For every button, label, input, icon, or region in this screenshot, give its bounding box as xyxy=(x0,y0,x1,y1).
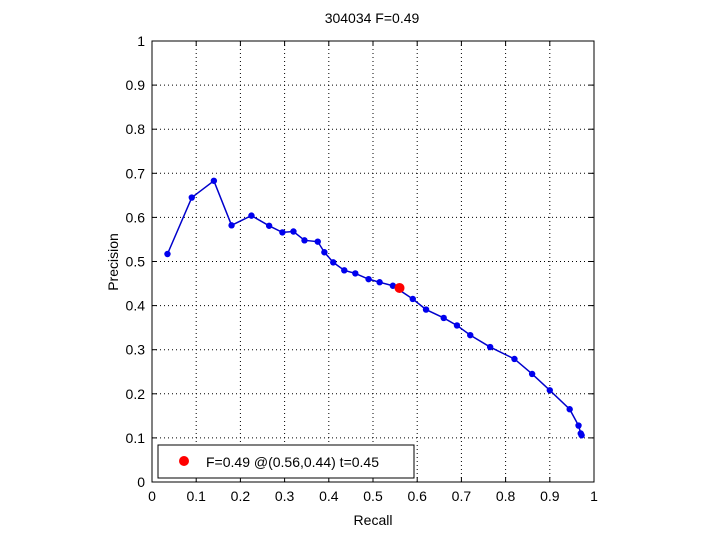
data-point xyxy=(365,275,372,283)
data-point xyxy=(290,228,297,235)
y-tick-label: 0 xyxy=(137,474,145,490)
x-tick-label: 0.8 xyxy=(496,488,516,504)
y-axis-label: Precision xyxy=(105,233,121,291)
y-tick-label: 0.6 xyxy=(126,209,146,225)
legend-label: F=0.49 @(0.56,0.44) t=0.45 xyxy=(206,454,379,470)
data-point xyxy=(440,314,447,322)
x-tick-labels: 0 0.1 0.2 0.3 0.4 0.5 0.6 0.7 0.8 0.9 1 xyxy=(148,488,598,504)
y-tick-label: 0.8 xyxy=(126,121,146,137)
best-f-point xyxy=(394,282,405,293)
data-point xyxy=(409,295,416,303)
x-tick-label: 0.1 xyxy=(186,488,206,504)
data-point xyxy=(422,306,430,313)
x-tick-label: 0.3 xyxy=(275,488,295,504)
data-point xyxy=(164,250,171,258)
x-tick-label: 0.5 xyxy=(363,488,383,504)
plot-area: 0 0.1 0.2 0.3 0.4 0.5 0.6 0.7 0.8 0.9 1 0 0.1 0.2 0.3… xyxy=(126,33,599,504)
data-point xyxy=(352,270,359,277)
grid xyxy=(152,41,594,482)
data-point xyxy=(265,222,273,229)
data-point xyxy=(389,282,397,289)
y-tick-label: 0.7 xyxy=(126,165,146,181)
y-tick-label: 0.2 xyxy=(126,386,146,402)
data-point xyxy=(341,267,348,274)
y-tick-labels: 0 0.1 0.2 0.3 0.4 0.5 0.6 0.7 0.8 0.9 1 xyxy=(126,33,146,490)
data-point xyxy=(301,237,308,244)
data-point xyxy=(330,259,337,266)
data-point xyxy=(467,331,474,339)
data-point xyxy=(279,229,286,236)
data-point xyxy=(228,222,235,229)
data-point xyxy=(248,212,255,219)
data-point xyxy=(188,194,195,201)
data-point xyxy=(376,279,383,286)
data-point xyxy=(578,432,585,439)
x-axis-label: Recall xyxy=(354,512,393,528)
x-tick-label: 0.4 xyxy=(319,488,339,504)
x-tick-label: 0.7 xyxy=(452,488,472,504)
best-point-layer xyxy=(394,282,405,293)
x-tick-label: 0.9 xyxy=(540,488,560,504)
y-tick-label: 0.5 xyxy=(126,254,146,270)
x-tick-label: 0.2 xyxy=(231,488,251,504)
y-tick-label: 0.4 xyxy=(126,298,146,314)
legend-box xyxy=(157,444,415,479)
data-point xyxy=(314,238,321,245)
data-point xyxy=(546,387,553,394)
data-point xyxy=(566,406,573,413)
legend-marker xyxy=(179,456,189,466)
data-point xyxy=(511,355,518,363)
data-point xyxy=(528,370,536,378)
data-point xyxy=(453,322,461,329)
series-line xyxy=(166,179,583,436)
y-tick-label: 0.9 xyxy=(126,77,146,93)
axes-frame xyxy=(151,40,595,483)
data-point xyxy=(486,343,494,351)
data-point xyxy=(321,249,328,256)
data-point xyxy=(575,422,582,429)
data-point xyxy=(210,177,218,184)
y-tick-label: 0.3 xyxy=(126,342,146,358)
y-tick-label: 1 xyxy=(137,33,145,49)
x-tick-label: 1 xyxy=(590,488,598,504)
x-tick-label: 0.6 xyxy=(407,488,427,504)
series-layer xyxy=(164,177,585,439)
x-tick-label: 0 xyxy=(148,488,156,504)
y-tick-label: 0.1 xyxy=(126,430,146,446)
chart-title: 304034 F=0.49 xyxy=(325,10,420,26)
legend: F=0.49 @(0.56,0.44) t=0.45 xyxy=(157,444,415,479)
